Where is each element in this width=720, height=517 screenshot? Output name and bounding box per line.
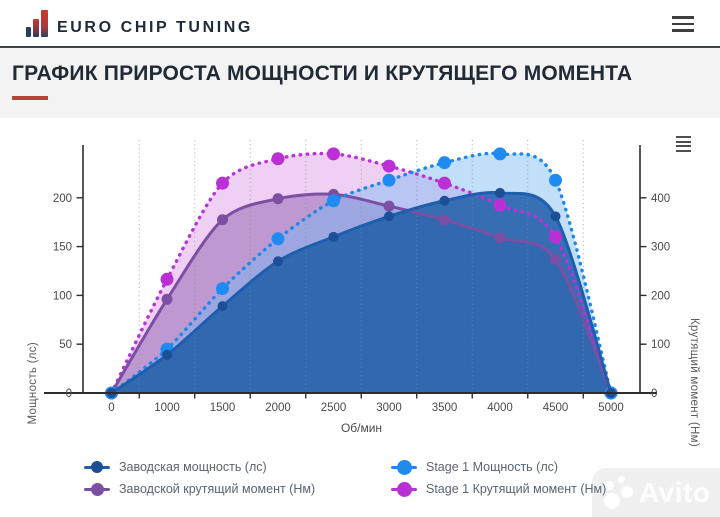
data-point xyxy=(382,173,396,187)
legend-marker-icon xyxy=(84,482,110,496)
y-axis-right-title: Крутящий момент (Нм) xyxy=(688,318,700,448)
data-point xyxy=(494,232,506,244)
data-point xyxy=(217,301,228,312)
bar-chart-logo-icon xyxy=(26,9,48,37)
data-point xyxy=(493,147,507,161)
legend-item-0[interactable]: Заводская мощность (лс) xyxy=(84,460,391,474)
data-point xyxy=(383,200,395,212)
brand-logo: EURO CHIP TUNING xyxy=(26,9,253,37)
svg-text:200: 200 xyxy=(651,290,670,302)
svg-text:2000: 2000 xyxy=(265,402,291,414)
chart-canvas: 0 1000 1500 2000 2500 3000 3500 4000 4500 5000Об/… xyxy=(44,140,670,435)
data-point xyxy=(327,147,340,161)
legend-marker-icon xyxy=(391,481,417,497)
data-point xyxy=(495,187,505,198)
legend-label: Заводская мощность (лс) xyxy=(119,460,267,474)
svg-text:2500: 2500 xyxy=(321,402,347,414)
legend-label: Stage 1 Крутящий момент (Нм) xyxy=(426,482,607,496)
legend-marker-icon xyxy=(391,459,417,475)
legend-item-3[interactable]: Stage 1 Крутящий момент (Нм) xyxy=(391,481,720,497)
data-point xyxy=(161,293,173,305)
y-axis-left-title: Мощность (лс) xyxy=(27,342,39,425)
data-point xyxy=(271,152,285,166)
legend-label: Stage 1 Мощность (лс) xyxy=(426,460,559,474)
top-bar: EURO CHIP TUNING xyxy=(0,0,720,48)
svg-text:0: 0 xyxy=(66,388,72,400)
chart-context-menu-icon[interactable] xyxy=(676,136,692,154)
data-point xyxy=(272,193,284,205)
svg-text:4000: 4000 xyxy=(487,402,513,414)
legend-item-2[interactable]: Заводской крутящий момент (Нм) xyxy=(84,482,391,496)
legend-item-1[interactable]: Stage 1 Мощность (лс) xyxy=(391,459,720,475)
watermark-text: Avito xyxy=(639,476,711,508)
svg-text:5000: 5000 xyxy=(598,402,624,414)
svg-text:3000: 3000 xyxy=(376,402,402,414)
svg-text:1000: 1000 xyxy=(154,402,180,414)
svg-text:100: 100 xyxy=(53,290,72,302)
chart-legend: Заводская мощность (лс) Stage 1 Мощность … xyxy=(0,450,720,497)
svg-text:4500: 4500 xyxy=(543,402,569,414)
data-point xyxy=(216,176,229,190)
data-point xyxy=(550,253,561,265)
data-point xyxy=(382,159,396,173)
data-point xyxy=(217,214,228,226)
data-point xyxy=(549,230,562,244)
legend-marker-icon xyxy=(84,460,110,474)
svg-text:0: 0 xyxy=(108,402,114,414)
data-point xyxy=(493,198,507,212)
chart-area: 0 1000 1500 2000 2500 3000 3500 4000 4500 5000 Об/… xyxy=(0,118,720,450)
data-point xyxy=(273,256,283,267)
svg-text:0: 0 xyxy=(651,388,657,400)
data-point xyxy=(216,282,229,296)
data-point xyxy=(439,214,450,226)
svg-text:200: 200 xyxy=(53,193,72,205)
svg-text:Об/мин: Об/мин xyxy=(341,421,382,435)
svg-text:150: 150 xyxy=(53,242,72,254)
svg-text:400: 400 xyxy=(651,193,670,205)
svg-text:1500: 1500 xyxy=(210,402,236,414)
data-point xyxy=(439,195,450,206)
series-area-0 xyxy=(111,192,611,393)
hamburger-menu-icon[interactable] xyxy=(672,16,694,32)
watermark: Avito xyxy=(592,468,720,517)
brand-name: EURO CHIP TUNING xyxy=(57,18,253,36)
data-point xyxy=(328,231,339,242)
data-point xyxy=(438,156,451,170)
data-point xyxy=(550,211,561,222)
legend-label: Заводской крутящий момент (Нм) xyxy=(119,482,316,496)
svg-text:100: 100 xyxy=(651,339,670,351)
data-point xyxy=(160,272,174,286)
title-accent-bar xyxy=(12,96,48,100)
data-point xyxy=(549,173,562,187)
data-point xyxy=(327,194,340,208)
svg-text:50: 50 xyxy=(59,339,72,351)
svg-text:300: 300 xyxy=(651,242,670,254)
series-line-2 xyxy=(110,192,613,394)
svg-text:3500: 3500 xyxy=(432,402,458,414)
page-title: ГРАФИК ПРИРОСТА МОЩНОСТИ И КРУТЯЩЕГО МОМ… xyxy=(12,62,633,85)
avito-logo-icon xyxy=(602,473,634,513)
data-point xyxy=(271,232,285,246)
data-point xyxy=(438,176,451,190)
data-point xyxy=(384,211,394,222)
title-band: ГРАФИК ПРИРОСТА МОЩНОСТИ И КРУТЯЩЕГО МОМ… xyxy=(0,48,720,118)
data-point xyxy=(162,349,172,360)
